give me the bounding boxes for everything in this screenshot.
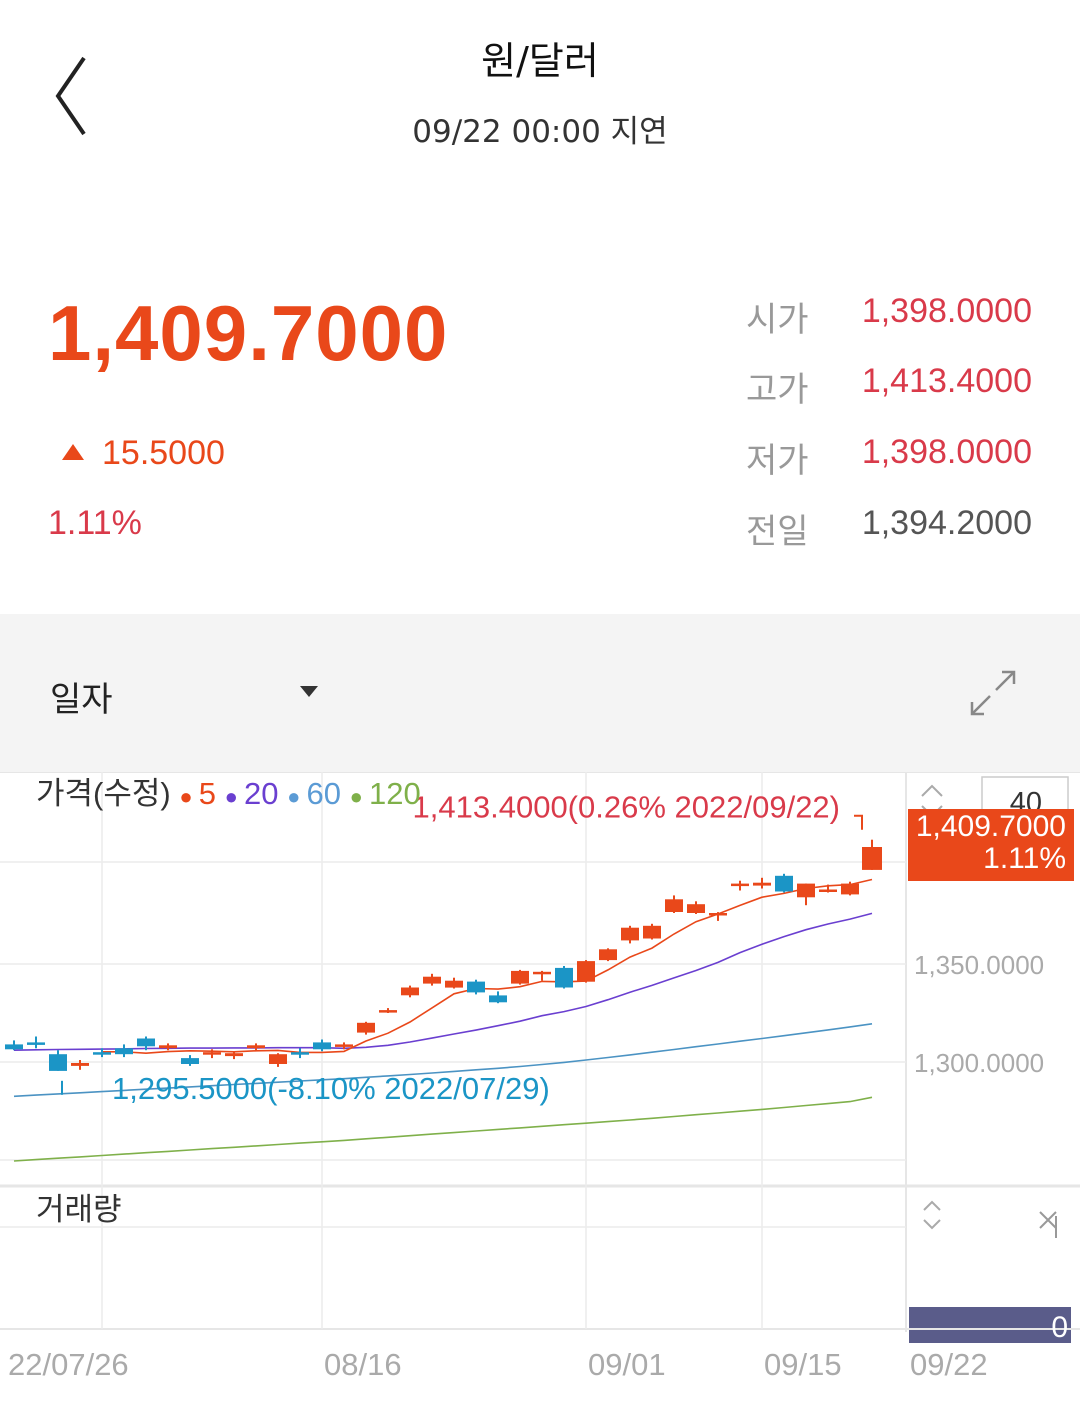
candle-body[interactable] <box>753 882 771 886</box>
prev-close-value: 1,394.2000 <box>861 504 1032 542</box>
badge-price: 1,409.7000 <box>916 810 1066 843</box>
chart-toolbar <box>0 614 1080 772</box>
candle-body[interactable] <box>49 1054 67 1071</box>
current-price: 1,409.7000 <box>48 289 449 377</box>
candle-body[interactable] <box>643 925 661 939</box>
candle-body[interactable] <box>489 995 507 1003</box>
legend-dot-icon: ● <box>350 784 369 809</box>
candle-body[interactable] <box>731 883 749 887</box>
price-panel-label: 가격(수정) <box>36 776 179 811</box>
candle-body[interactable] <box>71 1063 89 1066</box>
candle-body[interactable] <box>93 1052 111 1055</box>
ma60-line <box>13 1023 873 1098</box>
candle-body[interactable] <box>159 1045 177 1049</box>
legend-dot-icon: ● <box>179 784 198 809</box>
badge-percent: 1.11% <box>983 842 1066 875</box>
candle-body[interactable] <box>291 1052 309 1055</box>
candle-body[interactable] <box>181 1058 199 1064</box>
candle-body[interactable] <box>335 1044 353 1047</box>
chevron-up-icon[interactable] <box>923 1200 941 1211</box>
current-price-badge <box>908 809 1074 881</box>
chevron-down-icon[interactable] <box>923 1219 941 1230</box>
candle-body[interactable] <box>841 883 859 895</box>
candle-body[interactable] <box>687 904 705 913</box>
candle-body[interactable] <box>445 980 463 988</box>
price-panel-legend: 가격(수정) ● 5 ● 20 ● 60 ● 120 <box>36 776 421 811</box>
up-triangle-icon <box>62 444 84 460</box>
dropdown-caret-icon[interactable] <box>300 686 318 697</box>
ma120-line <box>13 1096 873 1162</box>
change-percent: 1.11% <box>48 504 142 542</box>
candle-body[interactable] <box>247 1045 265 1049</box>
candle-body[interactable] <box>379 1010 397 1013</box>
candle-body[interactable] <box>533 971 551 975</box>
x-tick-label: 09/22 <box>910 1347 988 1382</box>
expand-icon[interactable] <box>968 668 1018 718</box>
low-value: 1,398.0000 <box>861 433 1032 471</box>
volume-panel-label: 거래량 <box>36 1192 122 1227</box>
open-label: 시가 <box>746 300 809 340</box>
high-marker-arrow <box>854 814 863 830</box>
candle-body[interactable] <box>511 970 529 984</box>
open-value: 1,398.0000 <box>861 292 1032 330</box>
candle-body[interactable] <box>555 967 573 988</box>
prev-close-label: 전일 <box>746 512 809 552</box>
x-tick-label: 09/01 <box>588 1347 666 1382</box>
candle-body[interactable] <box>137 1038 155 1047</box>
candle-body[interactable] <box>599 949 617 961</box>
x-tick-label: 22/07/26 <box>8 1347 129 1382</box>
candle-body[interactable] <box>225 1053 243 1057</box>
price-chart[interactable]: 22/07/26 08/16 09/01 09/15 09/22 1,350.0000 1,… <box>0 772 1080 1401</box>
legend-label: 20 <box>244 776 287 811</box>
candle-body[interactable] <box>269 1054 287 1064</box>
back-arrow-icon[interactable] <box>52 54 92 138</box>
high-label: 고가 <box>746 370 809 410</box>
candle-body[interactable] <box>357 1022 375 1033</box>
y-tick-label: 1,300.0000 <box>914 1048 1044 1078</box>
low-annotation: 1,295.5000(-8.10% 2022/07/29) <box>112 1071 550 1106</box>
candle-body[interactable] <box>775 875 793 892</box>
price-change: 15.5000 <box>62 434 225 473</box>
y-tick-label: 1,350.0000 <box>914 950 1044 980</box>
candle-body[interactable] <box>423 976 441 984</box>
x-tick-label: 08/16 <box>324 1347 402 1382</box>
high-annotation: 1,413.4000(0.26% 2022/09/22) <box>413 790 840 825</box>
candle-body[interactable] <box>115 1048 133 1055</box>
candle-body[interactable] <box>5 1044 23 1050</box>
chart-background <box>0 772 1080 1401</box>
chevron-up-icon[interactable] <box>921 784 943 797</box>
ma5-line <box>102 878 873 1055</box>
candle-body[interactable] <box>577 961 595 982</box>
volume-badge <box>909 1307 1071 1343</box>
legend-label: 120 <box>369 776 421 811</box>
legend-label: 5 <box>199 776 225 811</box>
candle-body[interactable] <box>621 927 639 941</box>
change-value: 15.5000 <box>102 434 225 472</box>
period-select[interactable]: 일자 <box>50 680 113 720</box>
ma20-line <box>13 912 873 1051</box>
candle-body[interactable] <box>467 981 485 993</box>
low-label: 저가 <box>746 441 809 481</box>
close-icon[interactable] <box>1039 1211 1057 1238</box>
legend-label: 60 <box>307 776 350 811</box>
candle-body[interactable] <box>709 913 727 916</box>
candle-body[interactable] <box>862 847 882 870</box>
quote-timestamp: 09/22 00:00 지연 <box>412 114 668 150</box>
legend-dot-icon: ● <box>287 784 306 809</box>
high-value: 1,413.4000 <box>861 362 1032 400</box>
candle-body[interactable] <box>27 1042 45 1045</box>
x-tick-label: 09/15 <box>764 1347 842 1382</box>
candle-body[interactable] <box>203 1052 221 1055</box>
legend-dot-icon: ● <box>225 784 244 809</box>
candle-body[interactable] <box>313 1042 331 1050</box>
candle-body[interactable] <box>819 889 837 893</box>
candle-body[interactable] <box>401 987 419 996</box>
candle-body[interactable] <box>797 883 815 898</box>
candle-body[interactable] <box>665 899 683 912</box>
page-title: 원/달러 <box>481 39 599 83</box>
volume-value: 0 <box>1051 1311 1068 1344</box>
